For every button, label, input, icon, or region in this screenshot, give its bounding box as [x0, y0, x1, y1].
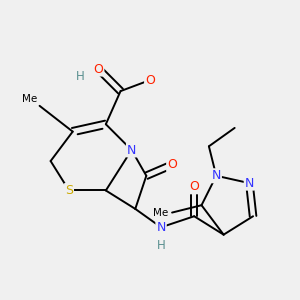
Text: O: O [167, 158, 177, 171]
Text: N: N [156, 221, 166, 234]
Text: S: S [65, 184, 73, 197]
Text: Me: Me [153, 208, 168, 218]
Text: N: N [127, 143, 136, 157]
Text: O: O [94, 62, 103, 76]
Text: O: O [189, 180, 199, 193]
Text: N: N [245, 177, 254, 190]
Text: H: H [76, 70, 84, 83]
Text: Me: Me [22, 94, 38, 104]
Text: H: H [157, 239, 165, 252]
Text: N: N [212, 169, 221, 182]
Text: O: O [145, 74, 155, 87]
